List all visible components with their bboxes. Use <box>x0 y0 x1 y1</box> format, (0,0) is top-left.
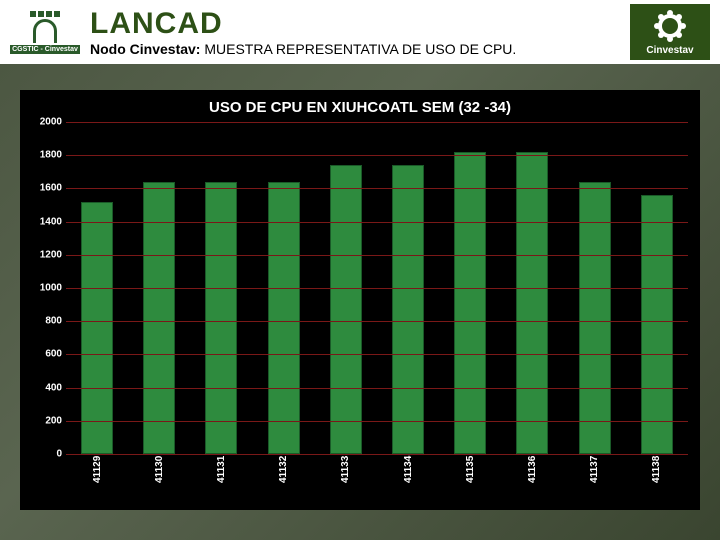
x-tick-label: 41129 <box>92 456 103 506</box>
bar <box>641 195 673 454</box>
x-tick-label: 41130 <box>154 456 165 506</box>
y-tick-label: 1400 <box>30 216 62 227</box>
title-block: LANCAD Nodo Cinvestav: MUESTRA REPRESENT… <box>90 7 620 57</box>
x-tick-label: 41131 <box>216 456 227 506</box>
logo-left: CGSTIC - Cinvestav <box>10 4 80 60</box>
gridline <box>66 288 688 289</box>
gridline <box>66 155 688 156</box>
gridline <box>66 354 688 355</box>
gear-icon <box>653 9 687 43</box>
logo-right-label: Cinvestav <box>646 45 693 56</box>
y-tick-label: 1200 <box>30 249 62 260</box>
x-axis-labels: 41129 41130 41131 41132 41133 41134 41135 41136… <box>66 456 688 506</box>
x-tick-label: 41134 <box>403 456 414 506</box>
logo-dots <box>30 11 60 17</box>
gridline <box>66 388 688 389</box>
gridline <box>66 222 688 223</box>
chart-container: USO DE CPU EN XIUHCOATL SEM (32 -34) 411… <box>20 90 700 510</box>
gridline <box>66 122 688 123</box>
bar <box>392 165 424 454</box>
bar <box>81 202 113 454</box>
gridline <box>66 421 688 422</box>
y-tick-label: 2000 <box>30 117 62 128</box>
x-tick-label: 41136 <box>527 456 538 506</box>
slide: CGSTIC - Cinvestav LANCAD Nodo Cinvestav… <box>0 0 720 540</box>
gridline <box>66 188 688 189</box>
x-tick-label: 41132 <box>278 456 289 506</box>
gridline <box>66 255 688 256</box>
bar <box>330 165 362 454</box>
x-tick-label: 41133 <box>340 456 351 506</box>
y-tick-label: 200 <box>30 415 62 426</box>
x-tick-label: 41138 <box>651 456 662 506</box>
logo-arch-icon <box>33 19 57 43</box>
y-tick-label: 0 <box>30 449 62 460</box>
y-tick-label: 1600 <box>30 183 62 194</box>
bar <box>143 182 175 454</box>
x-tick-label: 41137 <box>589 456 600 506</box>
y-tick-label: 1000 <box>30 283 62 294</box>
plot-area <box>66 122 688 454</box>
page-subtitle: Nodo Cinvestav: MUESTRA REPRESENTATIVA D… <box>90 41 620 57</box>
y-tick-label: 400 <box>30 382 62 393</box>
y-tick-label: 800 <box>30 316 62 327</box>
subtitle-bold: Nodo Cinvestav: <box>90 41 200 57</box>
gridline <box>66 321 688 322</box>
subtitle-rest: MUESTRA REPRESENTATIVA DE USO DE CPU. <box>200 41 516 57</box>
gridline <box>66 454 688 455</box>
header-bar: CGSTIC - Cinvestav LANCAD Nodo Cinvestav… <box>0 0 720 64</box>
y-tick-label: 600 <box>30 349 62 360</box>
logo-right: Cinvestav <box>630 4 710 60</box>
bar <box>516 152 548 454</box>
bar <box>454 152 486 454</box>
page-title: LANCAD <box>90 7 620 41</box>
logo-left-caption: CGSTIC - Cinvestav <box>10 45 80 54</box>
bar <box>579 182 611 454</box>
y-tick-label: 1800 <box>30 150 62 161</box>
bar <box>205 182 237 454</box>
chart-title: USO DE CPU EN XIUHCOATL SEM (32 -34) <box>32 98 688 122</box>
x-tick-label: 41135 <box>465 456 476 506</box>
bar <box>268 182 300 454</box>
